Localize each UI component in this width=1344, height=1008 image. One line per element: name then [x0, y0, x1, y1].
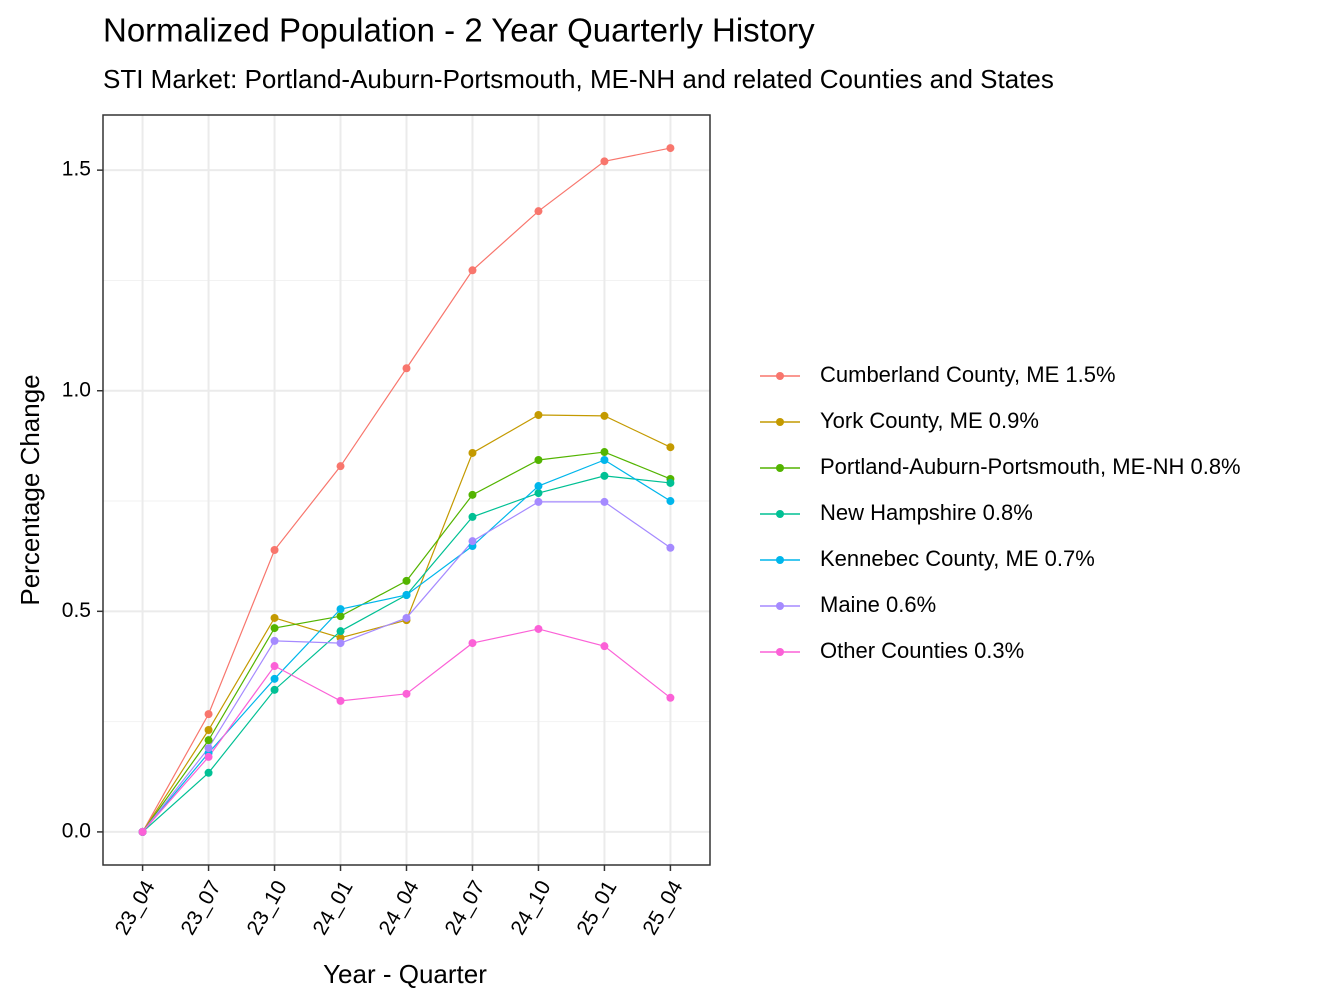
- data-point: [402, 689, 411, 698]
- data-point: [534, 411, 543, 419]
- data-point: [666, 693, 675, 702]
- data-point: [666, 478, 675, 487]
- data-point: [534, 624, 543, 633]
- legend-point: [776, 464, 784, 472]
- data-point: [336, 639, 345, 648]
- data-point: [468, 512, 477, 521]
- data-point: [534, 456, 543, 464]
- data-point: [600, 448, 609, 457]
- legend-label: Maine 0.6%: [820, 592, 936, 617]
- data-point: [402, 364, 411, 373]
- data-point: [468, 266, 477, 275]
- legend-point: [776, 372, 784, 380]
- data-point: [666, 443, 675, 452]
- data-point: [666, 543, 675, 552]
- y-tick-label: 1.5: [62, 158, 91, 181]
- data-point: [270, 546, 279, 554]
- data-point: [204, 710, 213, 719]
- legend-label: Portland-Auburn-Portsmouth, ME-NH 0.8%: [820, 454, 1241, 479]
- data-point: [468, 490, 477, 499]
- data-point: [270, 674, 279, 683]
- data-point: [138, 827, 147, 836]
- data-point: [336, 696, 345, 705]
- legend-label: Cumberland County, ME 1.5%: [820, 362, 1116, 387]
- data-point: [270, 624, 279, 633]
- data-point: [204, 768, 213, 777]
- data-point: [336, 612, 345, 621]
- y-axis-title: Percentage Change: [15, 374, 45, 605]
- data-point: [270, 613, 279, 622]
- data-point: [336, 605, 345, 614]
- data-point: [204, 752, 213, 761]
- legend-label: Other Counties 0.3%: [820, 638, 1024, 663]
- data-point: [600, 642, 609, 651]
- data-point: [534, 489, 543, 498]
- legend-point: [776, 602, 784, 610]
- data-point: [666, 497, 675, 506]
- chart-subtitle: STI Market: Portland-Auburn-Portsmouth, …: [103, 64, 1054, 94]
- y-tick-label: 1.0: [62, 378, 91, 401]
- x-axis-title: Year - Quarter: [323, 959, 487, 989]
- data-point: [666, 144, 675, 153]
- data-point: [534, 482, 543, 491]
- chart-title: Normalized Population - 2 Year Quarterly…: [103, 12, 815, 49]
- legend-point: [776, 648, 784, 656]
- y-tick-label: 0.0: [62, 819, 91, 842]
- legend-point: [776, 510, 784, 518]
- legend-point: [776, 556, 784, 564]
- data-point: [600, 456, 609, 464]
- data-point: [600, 157, 609, 166]
- data-point: [402, 576, 411, 585]
- data-point: [468, 537, 477, 546]
- data-point: [402, 591, 411, 599]
- legend-label: New Hampshire 0.8%: [820, 500, 1033, 525]
- data-point: [468, 448, 477, 457]
- data-point: [204, 744, 213, 753]
- data-point: [336, 627, 345, 636]
- data-point: [270, 685, 279, 694]
- legend-label: York County, ME 0.9%: [820, 408, 1039, 433]
- legend-label: Kennebec County, ME 0.7%: [820, 546, 1095, 571]
- data-point: [600, 411, 609, 420]
- data-point: [402, 613, 411, 622]
- data-point: [270, 662, 279, 671]
- data-point: [534, 497, 543, 506]
- data-point: [204, 726, 213, 734]
- data-point: [336, 462, 345, 471]
- data-point: [468, 639, 477, 648]
- data-point: [204, 736, 213, 745]
- legend-point: [776, 418, 784, 426]
- data-point: [600, 497, 609, 506]
- y-tick-label: 0.5: [62, 599, 91, 622]
- data-point: [534, 207, 543, 216]
- plot-border: [102, 114, 711, 866]
- data-point: [600, 471, 609, 480]
- data-point: [270, 636, 279, 645]
